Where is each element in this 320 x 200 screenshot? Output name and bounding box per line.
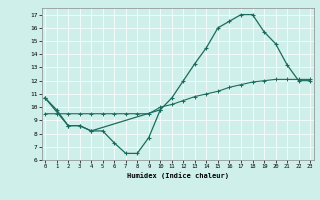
X-axis label: Humidex (Indice chaleur): Humidex (Indice chaleur) <box>127 172 228 179</box>
